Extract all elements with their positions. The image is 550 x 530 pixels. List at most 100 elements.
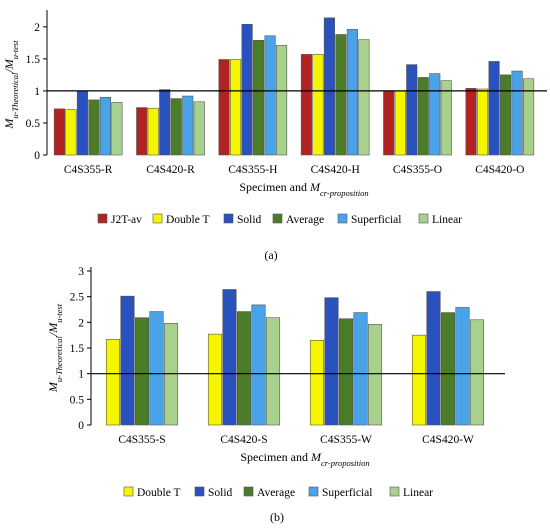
legend-swatch — [337, 213, 348, 224]
legend-swatch — [123, 486, 134, 497]
y-axis-title: Mu-Theoretical/Mu-test — [46, 303, 64, 393]
legend-swatch — [308, 486, 319, 497]
panel-label: (b) — [270, 510, 284, 524]
bar-j2t-av — [465, 88, 477, 156]
bar-solid — [120, 295, 135, 426]
x-category-label: C4S420-S — [220, 434, 267, 446]
bar-average — [500, 74, 512, 156]
bar-j2t-av — [53, 108, 65, 156]
x-category-label: C4S355-O — [393, 164, 442, 176]
y-tick-label: 1.5 — [26, 54, 41, 66]
legend-label: Superficial — [322, 487, 372, 499]
bar-superficial — [99, 97, 111, 156]
bar-solid — [222, 289, 237, 426]
bar-linear — [523, 78, 535, 156]
bar-double-t — [105, 338, 121, 426]
y-tick-label: 1.5 — [70, 343, 85, 355]
bar-solid — [76, 90, 88, 156]
x-axis-title: Specimen and Mcr-proposition — [239, 180, 368, 198]
bar-j2t-av — [136, 107, 148, 156]
bar-solid — [159, 89, 171, 156]
bar-superficial — [429, 73, 441, 156]
bar-linear — [358, 39, 370, 156]
bar-superficial — [264, 35, 276, 156]
bar-linear — [367, 324, 383, 426]
legend: Double T Solid Average Superficial Linear — [123, 486, 433, 499]
bar-average — [417, 77, 429, 156]
bar-solid — [324, 297, 339, 426]
bar-average — [338, 318, 354, 426]
y-tick-label: 1 — [78, 369, 84, 381]
bar-superficial — [251, 304, 266, 426]
bar-double-t — [312, 54, 324, 156]
bar-double-t — [411, 334, 427, 426]
bar-double-t — [65, 109, 77, 156]
y-tick-label: 2 — [78, 317, 84, 329]
legend-swatch — [272, 213, 283, 224]
legend-label: Linear — [403, 487, 433, 499]
legend-label: Solid — [237, 214, 262, 226]
bar-solid — [241, 23, 253, 156]
y-tick-label: 2 — [34, 22, 40, 34]
bar-double-t — [309, 339, 325, 426]
x-category-label: C4S355-W — [320, 434, 372, 446]
bar-superficial — [353, 312, 368, 426]
x-category-label: C4S420-O — [475, 164, 524, 176]
bar-average — [88, 99, 100, 156]
bar-solid — [323, 17, 335, 156]
bar-average — [335, 34, 347, 156]
x-category-label: C4S355-R — [64, 164, 113, 176]
y-tick-label: 0 — [34, 150, 40, 162]
y-tick-label: 3 — [78, 266, 84, 278]
bar-linear — [111, 102, 123, 156]
bar-superficial — [182, 95, 194, 156]
legend-label: Double T — [137, 487, 181, 499]
legend-label: Superficial — [351, 214, 401, 226]
legend: J2T-av Double T Solid Average Superficial Lin… — [97, 213, 462, 226]
bar-double-t — [477, 88, 489, 156]
bar-linear — [193, 101, 205, 156]
bar-solid — [406, 64, 418, 156]
y-tick-label: 2.5 — [70, 292, 85, 304]
bar-solid — [426, 291, 441, 426]
legend-label: Average — [257, 487, 295, 499]
legend-swatch — [194, 486, 205, 497]
bar-superficial — [511, 70, 523, 156]
bar-average — [236, 311, 252, 426]
x-axis-title: Specimen and Mcr-proposition — [240, 450, 369, 468]
chart-a: 0 0.5 1 1.5 2 C4S355-R C4S420-R C4S355-H C4S420-… — [2, 10, 547, 262]
x-category-label: C4S355-S — [118, 434, 165, 446]
legend-swatch — [389, 486, 400, 497]
legend-swatch — [97, 213, 108, 224]
legend-label: Average — [286, 214, 324, 226]
bar-double-t — [230, 59, 242, 156]
x-category-label: C4S420-R — [146, 164, 195, 176]
x-category-label: C4S420-H — [311, 164, 360, 176]
bar-linear — [276, 45, 288, 156]
bar-double-t — [147, 107, 159, 156]
legend-swatch — [243, 486, 254, 497]
y-tick-label: 0.5 — [26, 118, 41, 130]
bar-linear — [469, 319, 485, 426]
bar-j2t-av — [300, 54, 312, 156]
bar-j2t-av — [383, 90, 395, 156]
bar-superficial — [346, 29, 358, 156]
bar-average — [440, 312, 456, 426]
bar-linear — [265, 317, 281, 426]
y-axis-title: Mu-Theoretical/Mu-test — [2, 40, 20, 130]
bar-average — [134, 317, 150, 426]
legend-swatch — [418, 213, 429, 224]
bar-average — [170, 98, 182, 156]
bar-superficial — [455, 307, 470, 426]
bar-solid — [488, 61, 500, 156]
bar-average — [253, 39, 265, 156]
x-category-label: C4S355-H — [228, 164, 277, 176]
panel-label: (a) — [264, 248, 277, 262]
legend-label: Solid — [208, 487, 233, 499]
chart-b: 0 0.5 1 1.5 2 2.5 3 C4S355-S C4S420-S C4S355-W C4S… — [46, 266, 505, 524]
bar-double-t — [207, 333, 223, 426]
y-tick-label: 0.5 — [70, 394, 85, 406]
legend-swatch — [152, 213, 163, 224]
bar-j2t-av — [218, 59, 230, 156]
